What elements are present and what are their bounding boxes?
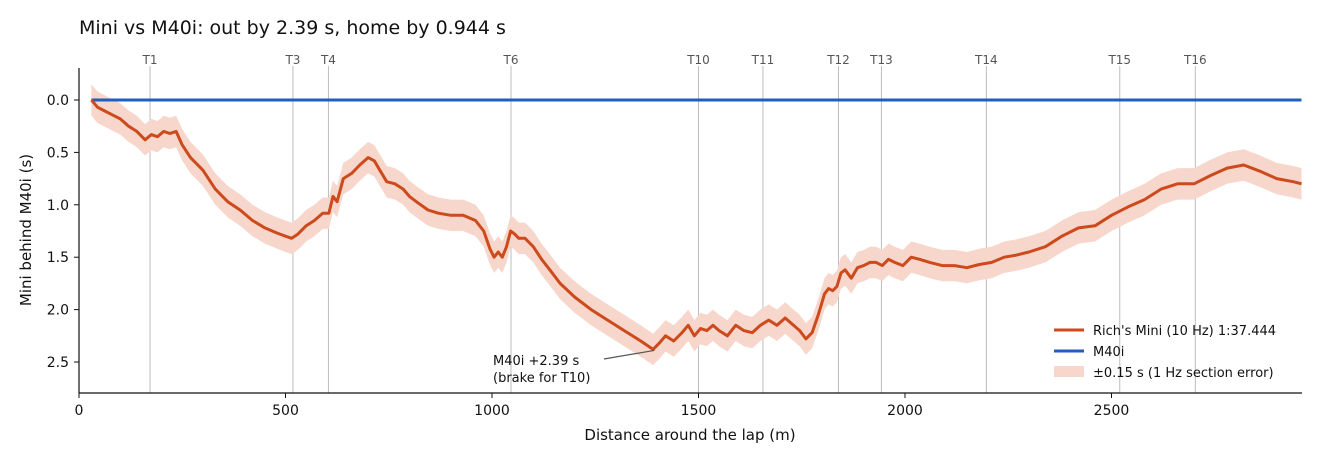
y-tick-label: 2.5: [47, 355, 69, 371]
x-tick-label: 2000: [887, 403, 923, 419]
legend-label-band: ±0.15 s (1 Hz section error): [1093, 366, 1274, 381]
turn-label-t14: T14: [974, 53, 998, 67]
turn-label-t13: T13: [869, 53, 893, 67]
legend-label-mini: Rich's Mini (10 Hz) 1:37.444: [1093, 324, 1276, 339]
x-tick-label: 1000: [474, 403, 510, 419]
turn-label-t11: T11: [751, 53, 775, 67]
turn-label-t10: T10: [686, 53, 710, 67]
error-band: [91, 84, 1302, 366]
legend-swatch-band: [1054, 366, 1084, 377]
annotation-arrow: [603, 349, 655, 360]
x-tick-label: 1500: [681, 403, 717, 419]
x-axis-label: Distance around the lap (m): [584, 426, 795, 444]
turn-label-t6: T6: [503, 53, 519, 67]
mini-series-line: [90, 99, 1302, 351]
axes: [78, 68, 1302, 394]
x-tick-label: 500: [272, 403, 299, 419]
y-tick-label: 0.5: [47, 145, 69, 161]
turn-label-t12: T12: [826, 53, 850, 67]
y-axis-label: Mini behind M40i (s): [17, 154, 35, 306]
x-ticks: 0 500 1000 1500 2000 2500: [75, 393, 1130, 419]
turn-marker-labels: T1 T3 T4 T6 T10 T11 T12 T13 T14 T15 T16: [142, 53, 1207, 67]
x-tick-label: 0: [75, 403, 84, 419]
annotation-line-1: M40i +2.39 s: [493, 354, 579, 369]
y-tick-label: 0.0: [47, 93, 69, 109]
chart-title: Mini vs M40i: out by 2.39 s, home by 0.9…: [79, 17, 506, 39]
turn-marker-lines: [149, 66, 1196, 393]
legend-label-m40i: M40i: [1093, 345, 1124, 360]
legend: Rich's Mini (10 Hz) 1:37.444 M40i ±0.15 …: [1054, 324, 1276, 381]
turn-label-t16: T16: [1183, 53, 1207, 67]
y-tick-label: 1.0: [47, 198, 69, 214]
turn-label-t3: T3: [284, 53, 300, 67]
turn-label-t4: T4: [320, 53, 336, 67]
y-ticks: 0.0 0.5 1.0 1.5 2.0 2.5: [47, 93, 79, 371]
y-tick-label: 1.5: [47, 250, 69, 266]
annotation: M40i +2.39 s (brake for T10): [493, 349, 655, 386]
turn-label-t15: T15: [1107, 53, 1131, 67]
annotation-line-2: (brake for T10): [493, 371, 590, 386]
turn-label-t1: T1: [142, 53, 158, 67]
x-tick-label: 2500: [1094, 403, 1130, 419]
y-tick-label: 2.0: [47, 303, 69, 319]
